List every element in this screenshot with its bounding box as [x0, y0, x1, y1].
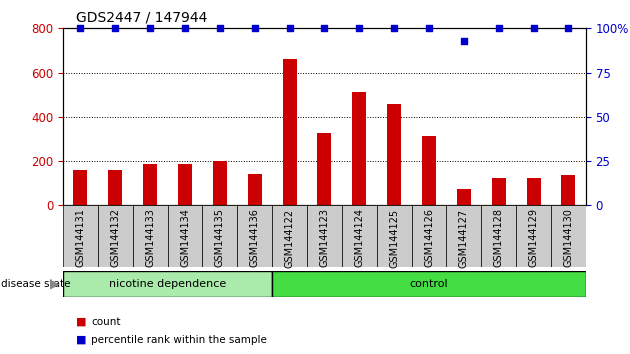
Bar: [307, 205, 342, 267]
Bar: [457, 189, 471, 205]
Bar: [481, 205, 516, 267]
Bar: [342, 205, 377, 267]
Point: [215, 25, 225, 31]
Text: GSM144125: GSM144125: [389, 209, 399, 268]
Text: GSM144133: GSM144133: [145, 209, 155, 267]
Point: [389, 25, 399, 31]
Text: GSM144134: GSM144134: [180, 209, 190, 267]
Bar: [422, 136, 436, 205]
Bar: [272, 271, 586, 297]
Point: [76, 25, 86, 31]
Bar: [98, 205, 133, 267]
Text: disease state: disease state: [1, 279, 70, 289]
Text: GSM144124: GSM144124: [354, 209, 364, 267]
Text: GSM144126: GSM144126: [424, 209, 434, 267]
Bar: [272, 205, 307, 267]
Text: GSM144127: GSM144127: [459, 209, 469, 268]
Point: [319, 25, 329, 31]
Point: [494, 25, 504, 31]
Point: [529, 25, 539, 31]
Text: ▶: ▶: [50, 278, 60, 291]
Text: ■: ■: [76, 317, 86, 327]
Text: control: control: [410, 279, 449, 289]
Bar: [133, 205, 168, 267]
Bar: [143, 164, 157, 205]
Bar: [561, 175, 575, 205]
Bar: [387, 104, 401, 205]
Text: GSM144129: GSM144129: [529, 209, 539, 267]
Bar: [411, 205, 447, 267]
Bar: [318, 133, 331, 205]
Point: [424, 25, 434, 31]
Bar: [516, 205, 551, 267]
Bar: [527, 178, 541, 205]
Bar: [168, 205, 202, 267]
Bar: [74, 170, 88, 205]
Text: GSM144135: GSM144135: [215, 209, 225, 267]
Bar: [238, 205, 272, 267]
Text: percentile rank within the sample: percentile rank within the sample: [91, 335, 267, 345]
Bar: [248, 174, 261, 205]
Bar: [213, 161, 227, 205]
Bar: [63, 205, 98, 267]
Text: ■: ■: [76, 335, 86, 345]
Point: [459, 38, 469, 44]
Point: [563, 25, 573, 31]
Bar: [178, 164, 192, 205]
Bar: [551, 205, 586, 267]
Text: count: count: [91, 317, 121, 327]
Point: [354, 25, 364, 31]
Text: GDS2447 / 147944: GDS2447 / 147944: [76, 11, 207, 25]
Point: [249, 25, 260, 31]
Point: [145, 25, 155, 31]
Point: [285, 25, 295, 31]
Text: GSM144122: GSM144122: [285, 209, 295, 268]
Text: GSM144128: GSM144128: [494, 209, 504, 267]
Point: [110, 25, 120, 31]
Text: GSM144131: GSM144131: [76, 209, 86, 267]
Bar: [352, 92, 366, 205]
Bar: [377, 205, 411, 267]
Text: GSM144123: GSM144123: [319, 209, 329, 267]
Text: GSM144130: GSM144130: [563, 209, 573, 267]
Point: [180, 25, 190, 31]
Bar: [447, 205, 481, 267]
Text: nicotine dependence: nicotine dependence: [109, 279, 226, 289]
Bar: [283, 59, 297, 205]
Bar: [63, 271, 272, 297]
Bar: [108, 170, 122, 205]
Text: GSM144132: GSM144132: [110, 209, 120, 267]
Text: GSM144136: GSM144136: [249, 209, 260, 267]
Bar: [202, 205, 238, 267]
Bar: [492, 178, 506, 205]
